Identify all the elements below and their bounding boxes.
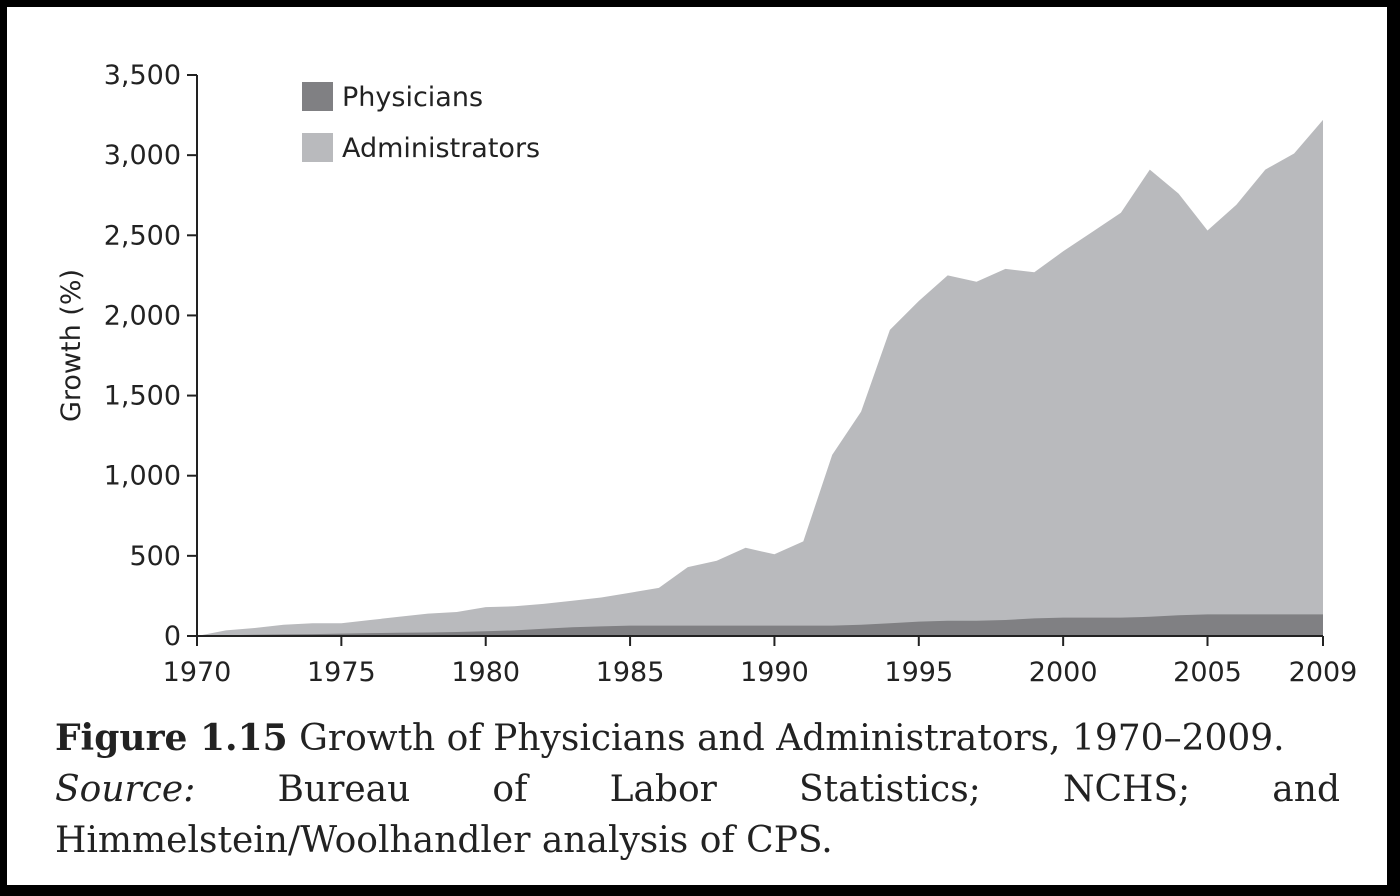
chart-legend: Physicians Administrators	[302, 82, 540, 164]
figure-title: Growth of Physicians and Administrators,…	[299, 718, 1285, 759]
chart-axes	[187, 75, 1323, 637]
chart-areas	[197, 119, 1323, 636]
source-label: Source:	[55, 769, 196, 810]
chart-ticks: 0 500 1,000 1,500 2,000 2,500 3,000 3,500 1970 19…	[104, 60, 1358, 688]
figure-frame: 0 500 1,000 1,500 2,000 2,500 3,000 3,500 1970 19…	[7, 7, 1387, 885]
y-tick-label: 3,500	[104, 60, 181, 91]
figure-label: Figure 1.15	[55, 717, 288, 759]
x-tick-label: 1995	[884, 657, 953, 688]
x-tick-label: 2005	[1173, 657, 1242, 688]
y-tick-label: 1,500	[104, 381, 181, 412]
legend-swatch-administrators	[302, 133, 333, 162]
x-tick-label: 1985	[596, 657, 665, 688]
source-line-2: Himmelstein/Woolhandler analysis of CPS.	[55, 820, 833, 861]
source-line-1: Source: Bureau of Labor Statistics; NCHS…	[55, 764, 1340, 815]
y-tick-label: 3,000	[104, 140, 181, 171]
x-tick-label: 2009	[1289, 657, 1358, 688]
area-administrators	[197, 119, 1323, 636]
area-chart: 0 500 1,000 1,500 2,000 2,500 3,000 3,500 1970 19…	[56, 60, 1358, 688]
y-tick-label: 1,000	[104, 461, 181, 492]
x-tick-label: 1990	[740, 657, 809, 688]
x-tick-label: 1975	[307, 657, 376, 688]
y-tick-label: 500	[129, 541, 181, 572]
y-tick-label: 0	[164, 621, 181, 652]
legend-label-administrators: Administrators	[342, 133, 540, 164]
legend-label-physicians: Physicians	[342, 82, 483, 113]
area-physicians	[197, 614, 1323, 636]
legend-swatch-physicians	[302, 82, 333, 111]
y-tick-label: 2,000	[104, 300, 181, 331]
source-text-1: Bureau of Labor Statistics; NCHS; and	[277, 769, 1341, 810]
figure-caption: Figure 1.15 Growth of Physicians and Adm…	[55, 713, 1340, 866]
x-tick-label: 1970	[163, 657, 232, 688]
x-tick-label: 1980	[451, 657, 520, 688]
x-tick-label: 2000	[1029, 657, 1098, 688]
y-tick-label: 2,500	[104, 220, 181, 251]
y-axis-label: Growth (%)	[56, 269, 87, 422]
